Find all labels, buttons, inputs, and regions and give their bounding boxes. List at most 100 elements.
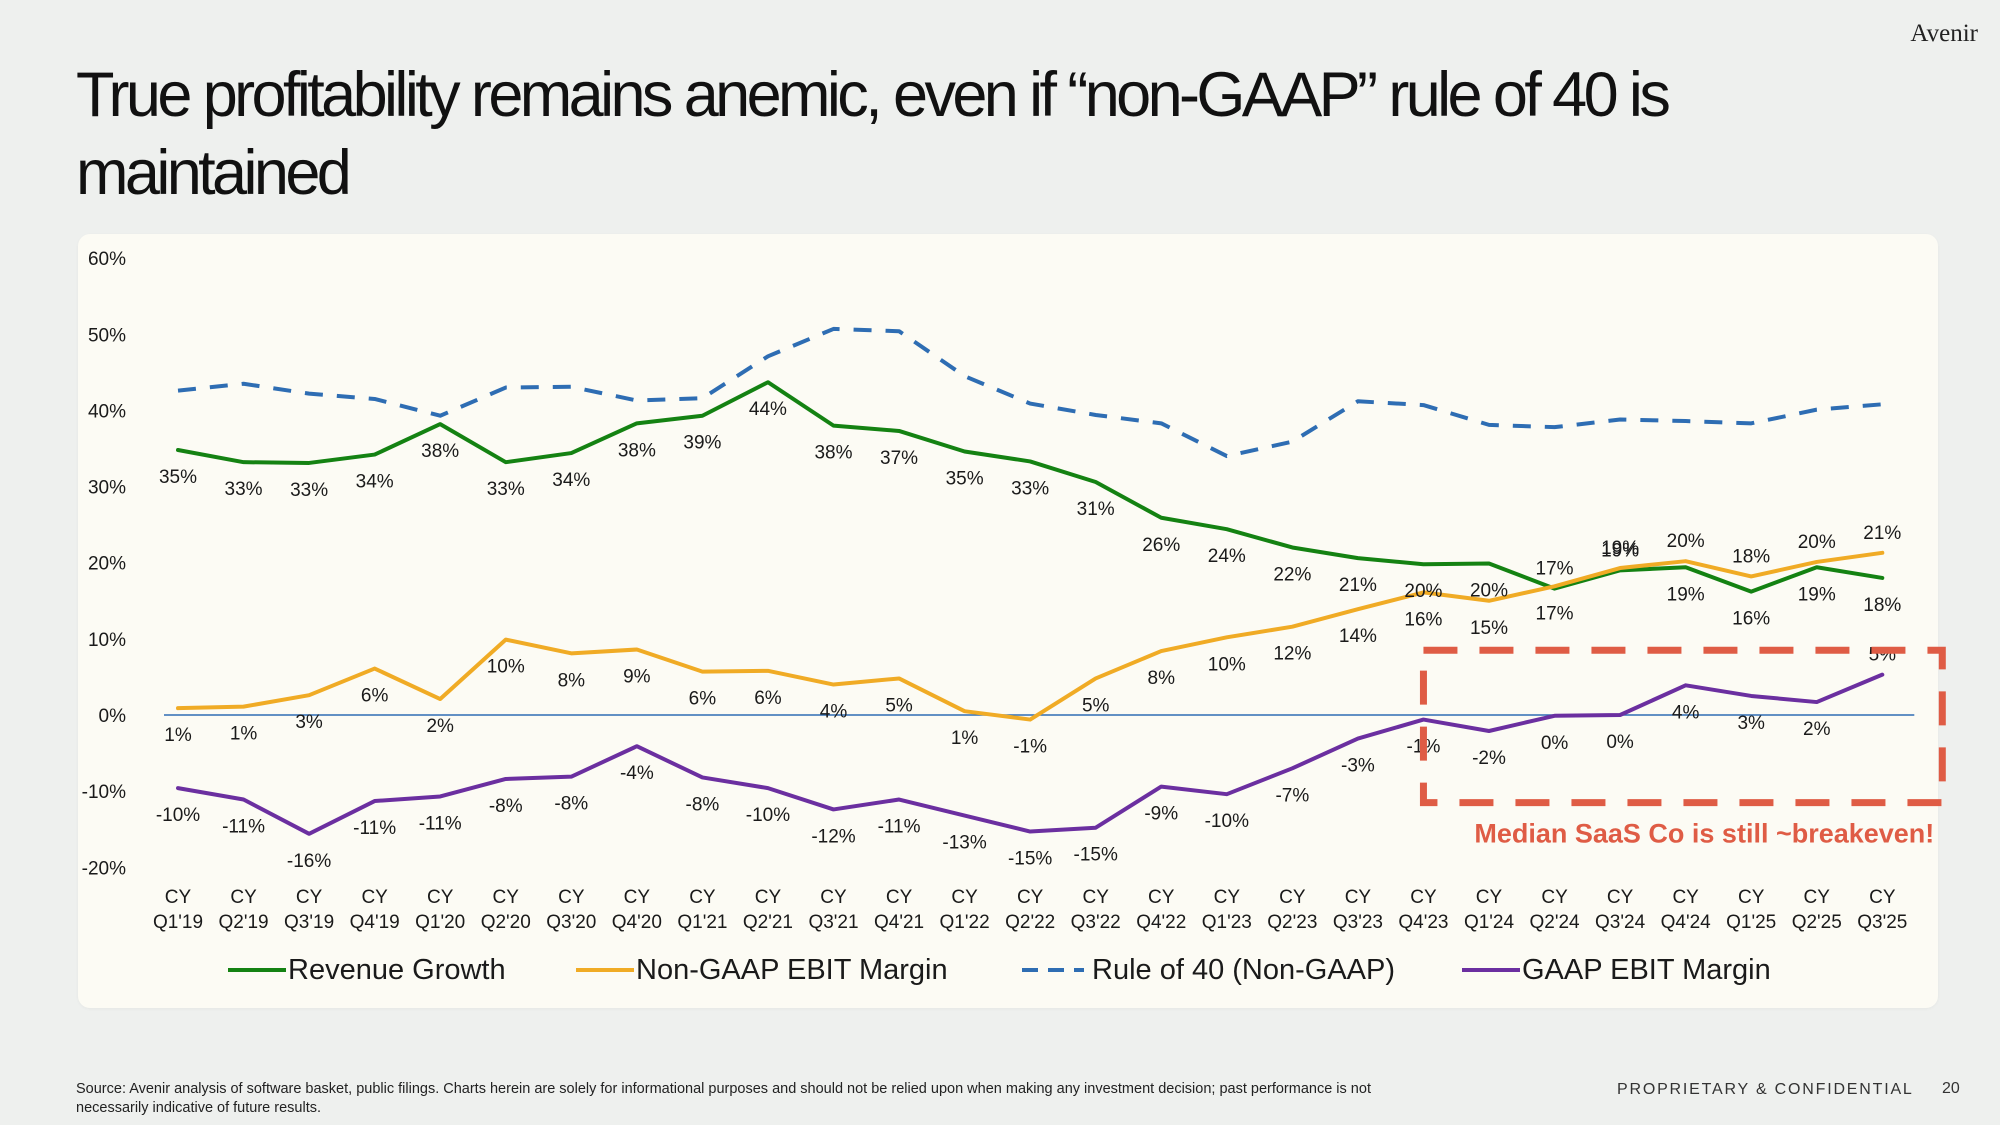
data-label-non-gaap-ebit-margin: 6% — [361, 686, 389, 707]
data-label-non-gaap-ebit-margin: 3% — [295, 712, 323, 733]
data-label-gaap-ebit-margin: -11% — [878, 817, 921, 838]
x-tick-label: CY — [1607, 887, 1634, 908]
y-tick-label: 30% — [88, 478, 126, 499]
data-label-gaap-ebit-margin: -3% — [1341, 756, 1375, 777]
data-label-gaap-ebit-margin: -8% — [686, 794, 720, 815]
x-tick-label: CY — [361, 887, 388, 908]
data-label-revenue-growth: 33% — [225, 479, 263, 500]
data-label-non-gaap-ebit-margin: 5% — [885, 695, 913, 716]
data-label-non-gaap-ebit-margin: -1% — [1013, 737, 1047, 758]
data-label-non-gaap-ebit-margin: 9% — [623, 667, 651, 688]
x-tick-label: Q3'25 — [1857, 912, 1907, 933]
data-label-revenue-growth: 19% — [1667, 584, 1705, 605]
data-label-revenue-growth: 19% — [1601, 540, 1639, 561]
data-label-non-gaap-ebit-margin: 1% — [230, 724, 258, 745]
data-label-non-gaap-ebit-margin: 8% — [1148, 668, 1176, 689]
x-tick-label: CY — [558, 887, 585, 908]
x-tick-label: Q1'25 — [1726, 912, 1776, 933]
x-tick-label: CY — [1214, 887, 1241, 908]
x-tick-label: CY — [1148, 887, 1175, 908]
x-tick-label: CY — [1738, 887, 1765, 908]
x-tick-label: CY — [1082, 887, 1109, 908]
x-tick-label: CY — [1804, 887, 1831, 908]
y-tick-label: -20% — [82, 858, 126, 879]
x-tick-label: CY — [1541, 887, 1568, 908]
x-tick-label: Q1'19 — [153, 912, 203, 933]
y-tick-label: 10% — [88, 630, 126, 651]
data-label-non-gaap-ebit-margin: 1% — [951, 728, 979, 749]
data-label-gaap-ebit-margin: -10% — [746, 805, 790, 826]
data-label-gaap-ebit-margin: 0% — [1541, 733, 1569, 754]
data-label-gaap-ebit-margin: 0% — [1606, 732, 1634, 753]
data-label-non-gaap-ebit-margin: 15% — [1470, 618, 1508, 639]
data-label-gaap-ebit-margin: -15% — [1008, 849, 1052, 870]
data-label-non-gaap-ebit-margin: 6% — [754, 688, 782, 709]
data-label-gaap-ebit-margin: -16% — [287, 851, 331, 872]
data-label-revenue-growth: 17% — [1536, 559, 1574, 580]
data-label-non-gaap-ebit-margin: 2% — [426, 716, 454, 737]
data-label-gaap-ebit-margin: 3% — [1737, 713, 1765, 734]
y-tick-label: -10% — [82, 782, 126, 803]
x-tick-label: CY — [820, 887, 847, 908]
data-label-revenue-growth: 38% — [421, 441, 459, 462]
x-tick-label: Q2'21 — [743, 912, 793, 933]
data-label-gaap-ebit-margin: -12% — [811, 826, 855, 847]
x-tick-label: CY — [1017, 887, 1044, 908]
legend-swatch-gaap-ebit-margin — [1462, 968, 1520, 972]
data-label-revenue-growth: 34% — [552, 470, 590, 491]
x-tick-label: Q4'21 — [874, 912, 924, 933]
data-label-gaap-ebit-margin: -13% — [942, 833, 986, 854]
data-label-revenue-growth: 33% — [487, 479, 525, 500]
data-label-non-gaap-ebit-margin: 17% — [1536, 603, 1574, 624]
legend-item-revenue-growth: Revenue Growth — [228, 952, 506, 988]
data-label-revenue-growth: 34% — [356, 472, 394, 493]
x-tick-label: Q2'19 — [218, 912, 268, 933]
data-label-revenue-growth: 35% — [946, 469, 984, 490]
data-label-gaap-ebit-margin: -10% — [1205, 811, 1249, 832]
legend-item-gaap-ebit-margin: GAAP EBIT Margin — [1462, 952, 1771, 988]
chart-panel — [78, 234, 1938, 1008]
x-tick-label: CY — [1672, 887, 1699, 908]
data-label-non-gaap-ebit-margin: 20% — [1798, 532, 1836, 553]
x-tick-label: CY — [1869, 887, 1896, 908]
legend-label-rule-of-40: Rule of 40 (Non-GAAP) — [1092, 953, 1396, 986]
x-tick-label: Q3'21 — [808, 912, 858, 933]
series-line-gaap-ebit-margin — [176, 672, 1885, 836]
x-tick-label: CY — [624, 887, 651, 908]
data-label-revenue-growth: 24% — [1208, 546, 1246, 567]
x-tick-label: Q3'19 — [284, 912, 334, 933]
x-tick-label: Q2'23 — [1267, 912, 1317, 933]
data-label-non-gaap-ebit-margin: 20% — [1667, 531, 1705, 552]
data-label-gaap-ebit-margin: 2% — [1803, 719, 1831, 740]
x-tick-label: Q1'24 — [1464, 912, 1515, 933]
series-line-non-gaap-ebit-margin — [176, 550, 1885, 722]
data-label-non-gaap-ebit-margin: 8% — [558, 670, 586, 691]
x-tick-label: Q3'24 — [1595, 912, 1646, 933]
x-tick-label: CY — [165, 887, 192, 908]
source-footnote: Source: Avenir analysis of software bask… — [76, 1081, 1371, 1116]
page-title: True profitability remains anemic, even … — [76, 60, 1671, 208]
data-label-revenue-growth: 31% — [1077, 499, 1115, 520]
series-line-rule-of-40-non-gaap- — [177, 326, 1883, 459]
x-tick-label: CY — [755, 887, 782, 908]
data-label-non-gaap-ebit-margin: 10% — [487, 657, 525, 678]
data-label-gaap-ebit-margin: -2% — [1472, 748, 1506, 769]
data-label-non-gaap-ebit-margin: 1% — [164, 725, 192, 746]
data-label-revenue-growth: 16% — [1732, 609, 1770, 630]
data-label-revenue-growth: 39% — [683, 433, 721, 454]
x-tick-label: Q4'23 — [1398, 912, 1448, 933]
x-tick-label: Q3'20 — [546, 912, 596, 933]
data-label-gaap-ebit-margin: -10% — [156, 805, 200, 826]
data-label-revenue-growth: 38% — [618, 440, 656, 461]
legend-label-gaap-ebit-margin: GAAP EBIT Margin — [1522, 953, 1771, 986]
x-tick-label: CY — [1476, 887, 1503, 908]
data-label-gaap-ebit-margin: -15% — [1074, 845, 1118, 866]
data-label-gaap-ebit-margin: -11% — [222, 817, 265, 838]
data-label-gaap-ebit-margin: -11% — [353, 818, 396, 839]
data-label-revenue-growth: 22% — [1273, 564, 1311, 585]
data-label-revenue-growth: 20% — [1404, 581, 1442, 602]
x-tick-label: Q3'22 — [1071, 912, 1121, 933]
legend-label-revenue-growth: Revenue Growth — [288, 953, 506, 986]
data-label-revenue-growth: 37% — [880, 448, 918, 469]
x-tick-label: CY — [1279, 887, 1306, 908]
